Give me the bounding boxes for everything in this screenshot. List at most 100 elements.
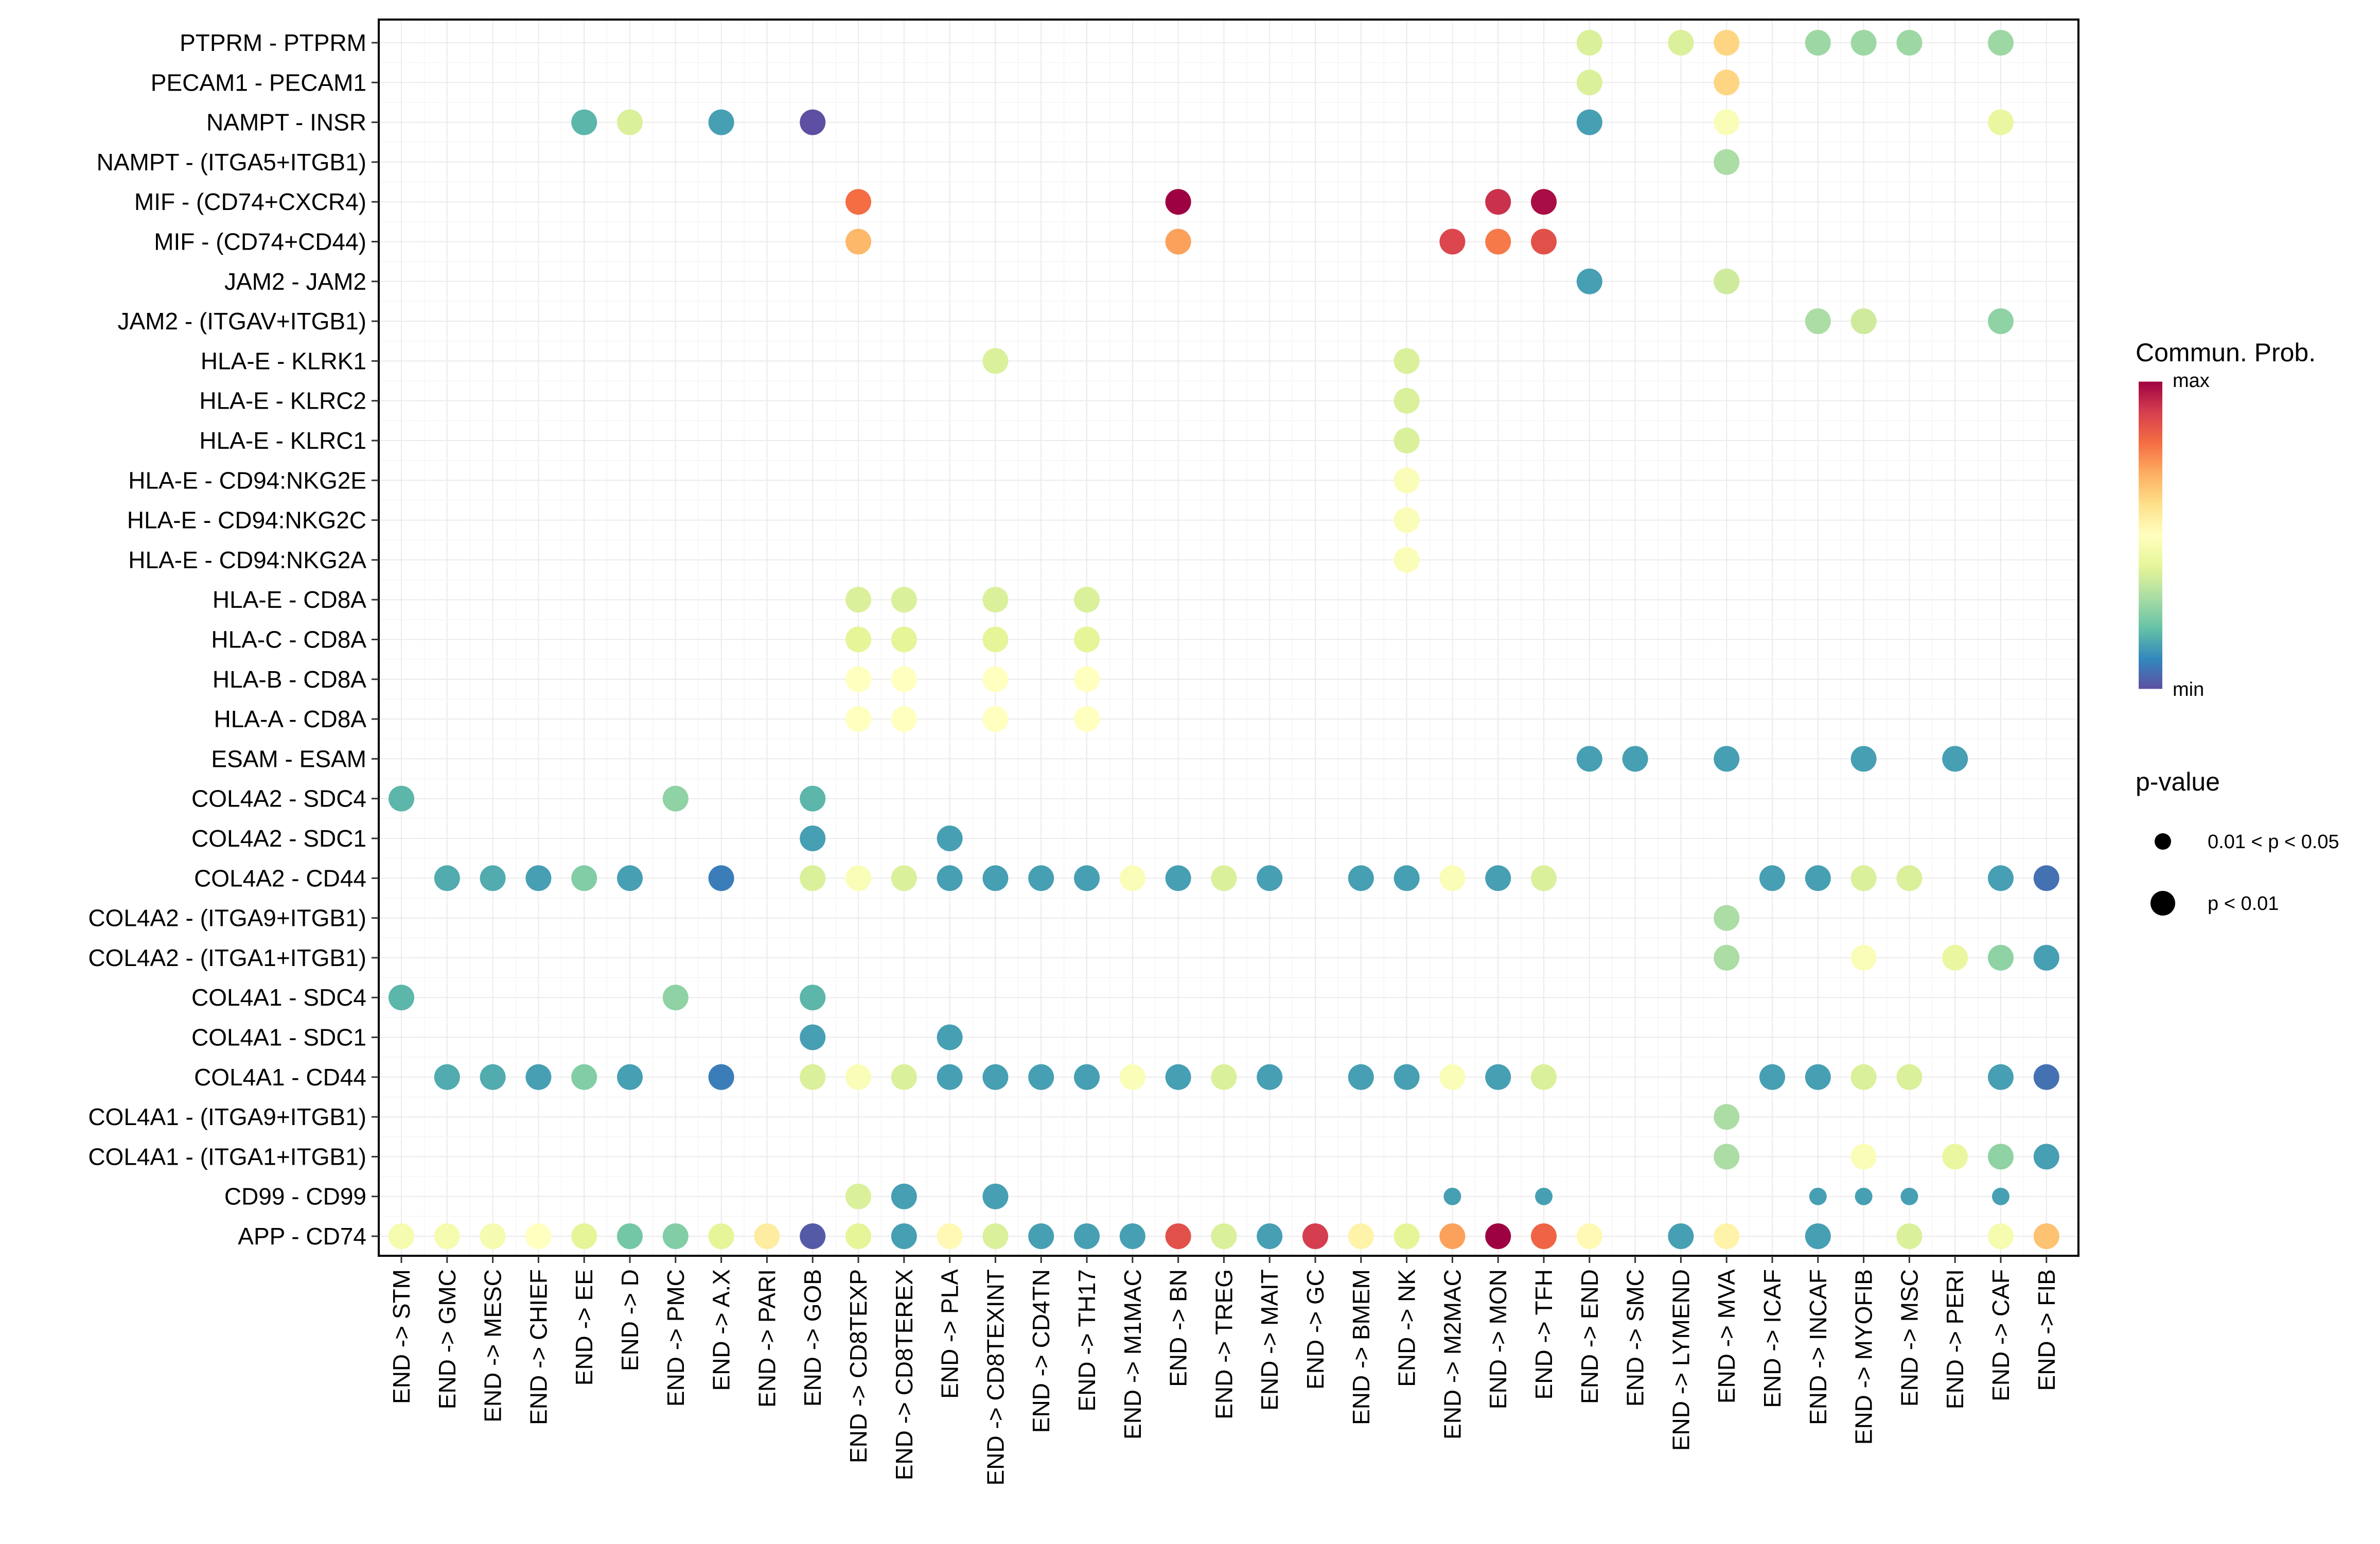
data-point (1668, 1223, 1694, 1249)
data-point (800, 1064, 826, 1090)
data-point (2033, 1064, 2059, 1090)
data-point (2033, 944, 2059, 971)
x-tick-label: END -> ICAF (1759, 1269, 1786, 1408)
data-point (1988, 308, 2014, 335)
data-point (982, 706, 1009, 732)
data-point (1850, 308, 1877, 335)
data-point (1394, 348, 1420, 374)
data-point (1165, 865, 1191, 891)
y-tick-label: COL4A2 - (ITGA9+ITGB1) (88, 905, 366, 932)
x-tick-label: END -> STM (388, 1269, 415, 1404)
x-tick-label: END -> PMC (662, 1269, 689, 1407)
data-point (1988, 109, 2014, 135)
data-point (617, 1064, 643, 1090)
data-point (937, 826, 963, 851)
data-point (1119, 1223, 1145, 1249)
data-point (1257, 1064, 1283, 1090)
data-point (480, 1064, 506, 1090)
data-point (1074, 706, 1100, 732)
colorbar-gradient (2139, 381, 2162, 690)
y-tick-label: NAMPT - (ITGA5+ITGB1) (97, 149, 366, 176)
data-point (891, 587, 917, 613)
data-point (1348, 1064, 1374, 1090)
x-tick-label: END -> EE (571, 1269, 597, 1385)
data-point (800, 1024, 826, 1050)
data-point (1714, 268, 1740, 294)
x-tick-label: END -> CAF (1987, 1269, 2014, 1401)
data-point (2033, 1144, 2059, 1170)
y-tick-label: HLA-E - CD8A (213, 586, 366, 613)
data-point (1074, 626, 1100, 653)
y-tick-label: PTPRM - PTPRM (180, 29, 366, 56)
x-tick-label: END -> MESC (480, 1269, 506, 1423)
data-point (1622, 746, 1648, 772)
data-point (2033, 1223, 2059, 1249)
data-point (1165, 1223, 1191, 1249)
x-tick-label: END -> BN (1165, 1269, 1192, 1387)
y-tick-label: COL4A1 - CD44 (194, 1064, 366, 1091)
data-point (1809, 1187, 1827, 1205)
data-point (662, 785, 689, 812)
data-point (982, 587, 1009, 613)
data-point (1576, 30, 1602, 56)
y-tick-label: COL4A2 - (ITGA1+ITGB1) (88, 944, 366, 971)
y-tick-label: HLA-A - CD8A (214, 706, 366, 732)
x-tick-label: END -> D (616, 1269, 643, 1371)
data-point (1211, 865, 1237, 891)
data-point (1485, 229, 1511, 255)
data-point (525, 865, 552, 891)
data-point (525, 1064, 552, 1090)
x-tick-label: END -> FIB (2033, 1269, 2060, 1391)
data-point (1394, 428, 1420, 453)
data-point (1714, 1144, 1740, 1170)
y-tick-label: MIF - (CD74+CD44) (154, 229, 366, 255)
y-tick-label: COL4A2 - SDC4 (191, 785, 366, 812)
data-point (1394, 467, 1420, 494)
data-point (1714, 149, 1740, 175)
data-point (1531, 865, 1557, 891)
data-point (1988, 1144, 2014, 1170)
data-point (1668, 30, 1694, 56)
data-point (571, 865, 597, 891)
data-point (571, 109, 597, 135)
data-point (937, 1223, 963, 1249)
data-point (1714, 1223, 1740, 1249)
y-tick-label: HLA-E - KLRC1 (199, 427, 366, 454)
data-point (1531, 189, 1557, 215)
data-point (1531, 229, 1557, 255)
y-tick-label: HLA-C - CD8A (211, 626, 366, 653)
data-point (982, 666, 1009, 692)
x-tick-label: END -> LYMEND (1667, 1269, 1694, 1451)
data-point (434, 865, 460, 891)
data-point (1257, 1223, 1283, 1249)
data-point (845, 626, 871, 653)
plot-panel-border (378, 19, 2079, 1257)
data-point (1165, 1064, 1191, 1090)
x-tick-label: END -> MYOFIB (1850, 1269, 1877, 1445)
data-point (1576, 746, 1602, 772)
data-point (1302, 1223, 1328, 1249)
data-point (1257, 865, 1283, 891)
data-point (1394, 507, 1420, 533)
data-point (708, 1064, 734, 1090)
x-tick-label: END -> BMEM (1348, 1269, 1374, 1425)
x-tick-label: END -> GMC (434, 1269, 461, 1409)
data-point (1714, 109, 1740, 135)
data-point (1576, 1223, 1602, 1249)
data-point (708, 109, 734, 135)
y-tick-label: ESAM - ESAM (211, 745, 366, 772)
pvalue-legend-large-label: p < 0.01 (2208, 893, 2279, 915)
data-point (937, 1064, 963, 1090)
colorbar-max-label: max (2173, 370, 2210, 392)
data-point (982, 348, 1009, 374)
x-tick-label: END -> NK (1394, 1269, 1420, 1387)
data-point (1531, 1223, 1557, 1249)
data-point (891, 1064, 917, 1090)
pvalue-legend-small-label: 0.01 < p < 0.05 (2208, 831, 2339, 853)
x-tick-label: END -> CD8TEXINT (982, 1269, 1009, 1485)
data-point (1988, 944, 2014, 971)
data-point (845, 587, 871, 613)
data-point (1394, 1064, 1420, 1090)
y-tick-label: COL4A1 - (ITGA1+ITGB1) (88, 1143, 366, 1170)
